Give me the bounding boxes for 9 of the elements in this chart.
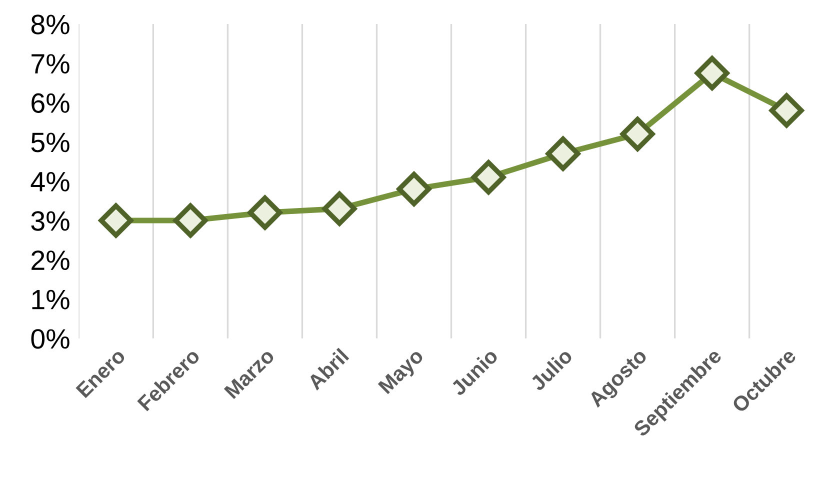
y-tick-label: 4%	[30, 172, 70, 192]
y-tick-label: 6%	[32, 93, 70, 113]
y-tick-label: 0%	[31, 329, 70, 349]
y-tick-label: 7%	[32, 54, 70, 74]
y-tick-label: 1%	[32, 290, 70, 310]
y-tick-label: 2%	[32, 250, 70, 270]
y-tick-label: 5%	[31, 132, 70, 152]
y-tick-label: 3%	[31, 211, 70, 231]
y-tick-label: 8%	[31, 14, 70, 34]
